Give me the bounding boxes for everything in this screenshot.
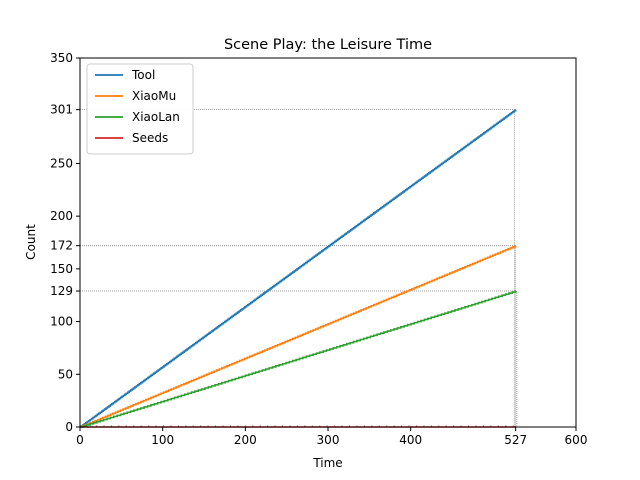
legend-label-xiaolan: XiaoLan: [132, 110, 180, 124]
legend-box: [86, 63, 194, 155]
y-tick-label: 0: [65, 420, 73, 434]
y-tick-label: 129: [50, 284, 73, 298]
y-tick-label: 172: [50, 239, 73, 253]
legend: Tool XiaoMu XiaoLan Seeds: [86, 63, 194, 155]
y-tick-label: 150: [50, 262, 73, 276]
legend-label-seeds: Seeds: [132, 131, 168, 145]
series-line-xiaomu: [80, 244, 517, 428]
x-tick-label: 300: [317, 433, 340, 447]
y-tick-label: 350: [50, 51, 73, 65]
legend-label-tool: Tool: [131, 68, 155, 82]
series-line-xiaolan: [80, 290, 517, 428]
plot-area: [80, 108, 518, 428]
axis-ticks: 0 100 200 300 400 527 600 0 50 100 129 150 172 200 250…: [50, 51, 587, 447]
y-tick-label: 250: [50, 156, 73, 170]
x-tick-label: 200: [234, 433, 257, 447]
y-tick-label: 100: [50, 315, 73, 329]
y-tick-label: 200: [50, 209, 73, 223]
x-tick-label: 400: [399, 433, 422, 447]
x-tick-label: 527: [504, 433, 527, 447]
x-axis-label: Time: [312, 456, 342, 470]
x-tick-label: 100: [151, 433, 174, 447]
x-tick-label: 0: [76, 433, 84, 447]
y-tick-label: 50: [58, 367, 73, 381]
chart-title: Scene Play: the Leisure Time: [224, 37, 432, 53]
series-line-tool: [80, 108, 517, 428]
legend-label-xiaomu: XiaoMu: [132, 89, 176, 103]
x-tick-label: 600: [565, 433, 588, 447]
y-axis-label: Count: [24, 224, 38, 260]
y-tick-label: 301: [50, 103, 73, 117]
